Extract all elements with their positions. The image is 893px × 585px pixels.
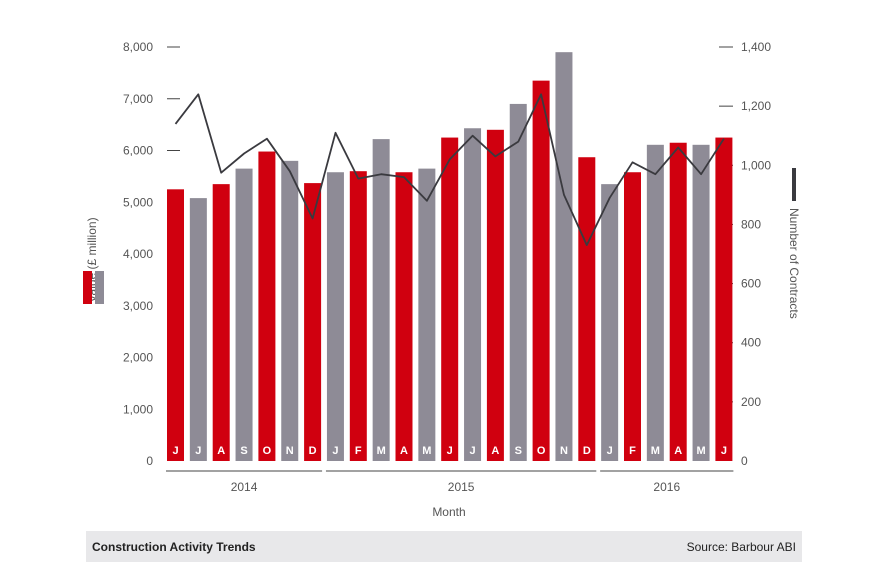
year-label: 2016 (653, 480, 680, 494)
legend-grey-swatch (95, 271, 104, 304)
bar (441, 137, 459, 461)
y2-tick-label: 200 (741, 395, 761, 409)
y-tick-label: 0 (146, 454, 153, 468)
bar (189, 198, 207, 462)
month-label: F (355, 445, 362, 457)
year-label: 2014 (231, 480, 258, 494)
bar (601, 184, 619, 461)
chart-footer: Construction Activity Trends Source: Bar… (86, 531, 802, 562)
y2-tick-label: 800 (741, 217, 761, 231)
right-axis: 0 200 400 600 800 1,000 1,200 1,400 (719, 40, 771, 468)
y2-tick-label: 1,400 (741, 40, 771, 54)
bar (669, 142, 687, 462)
bar (372, 139, 390, 462)
bar (692, 144, 710, 461)
month-label: M (422, 445, 431, 457)
month-label: O (263, 445, 272, 457)
bar (578, 157, 596, 462)
bar (235, 168, 253, 462)
y2-tick-label: 0 (741, 454, 748, 468)
month-label: J (469, 445, 475, 457)
y2-tick-label: 400 (741, 336, 761, 350)
y-tick-label: 6,000 (123, 144, 153, 158)
bar (715, 137, 733, 461)
month-label: O (537, 445, 546, 457)
bar (509, 103, 527, 462)
y-tick-label: 1,000 (123, 402, 153, 416)
bar (555, 52, 573, 462)
month-label: J (195, 445, 201, 457)
left-axis: 0 1,000 2,000 3,000 4,000 5,000 6,000 7,000 8,00… (123, 40, 180, 468)
y-tick-label: 5,000 (123, 195, 153, 209)
y2-tick-label: 1,200 (741, 99, 771, 113)
legend-line-swatch (792, 168, 796, 201)
month-label: M (696, 445, 705, 457)
month-label: M (651, 445, 660, 457)
bar (532, 80, 550, 461)
y-tick-label: 8,000 (123, 40, 153, 54)
footer-source: Source: Barbour ABI (686, 539, 796, 554)
year-labels: 2014 2015 2016 (166, 470, 734, 494)
x-axis-label: Month (432, 505, 465, 519)
month-label: A (400, 445, 408, 457)
month-label: S (515, 445, 522, 457)
month-label: N (560, 445, 568, 457)
month-label: J (721, 445, 727, 457)
bar (258, 151, 276, 461)
y-tick-label: 3,000 (123, 299, 153, 313)
month-label: J (332, 445, 338, 457)
bar (304, 183, 322, 462)
month-label: A (217, 445, 225, 457)
bar (418, 168, 436, 462)
bar (349, 171, 367, 461)
month-label: J (447, 445, 453, 457)
month-label: F (629, 445, 636, 457)
bar (281, 160, 299, 461)
legend-red-swatch (83, 271, 92, 304)
month-label: N (286, 445, 294, 457)
bar (326, 172, 344, 462)
bar (395, 172, 413, 462)
month-label: J (607, 445, 613, 457)
y2-tick-label: 1,000 (741, 158, 771, 172)
bar (464, 128, 482, 461)
month-label: D (583, 445, 591, 457)
bars (167, 52, 733, 462)
y2-axis-label: Number of Contracts (787, 208, 801, 319)
month-label: A (674, 445, 682, 457)
footer-title: Construction Activity Trends (92, 539, 256, 554)
bar (486, 129, 504, 462)
y-tick-label: 2,000 (123, 351, 153, 365)
bar (212, 184, 230, 461)
year-label: 2015 (448, 480, 475, 494)
contracts-line (174, 93, 725, 247)
month-label: D (309, 445, 317, 457)
month-label: M (377, 445, 386, 457)
y-tick-label: 4,000 (123, 247, 153, 261)
bar (646, 144, 664, 461)
y-tick-label: 7,000 (123, 92, 153, 106)
contracts-line-group (174, 93, 725, 247)
bar (167, 189, 184, 461)
month-label: J (172, 445, 178, 457)
y2-tick-label: 600 (741, 277, 761, 291)
bar (624, 172, 641, 462)
month-label: S (240, 445, 247, 457)
chart: 0 1,000 2,000 3,000 4,000 5,000 6,000 7,000 8,00… (83, 40, 801, 519)
month-label: A (491, 445, 499, 457)
